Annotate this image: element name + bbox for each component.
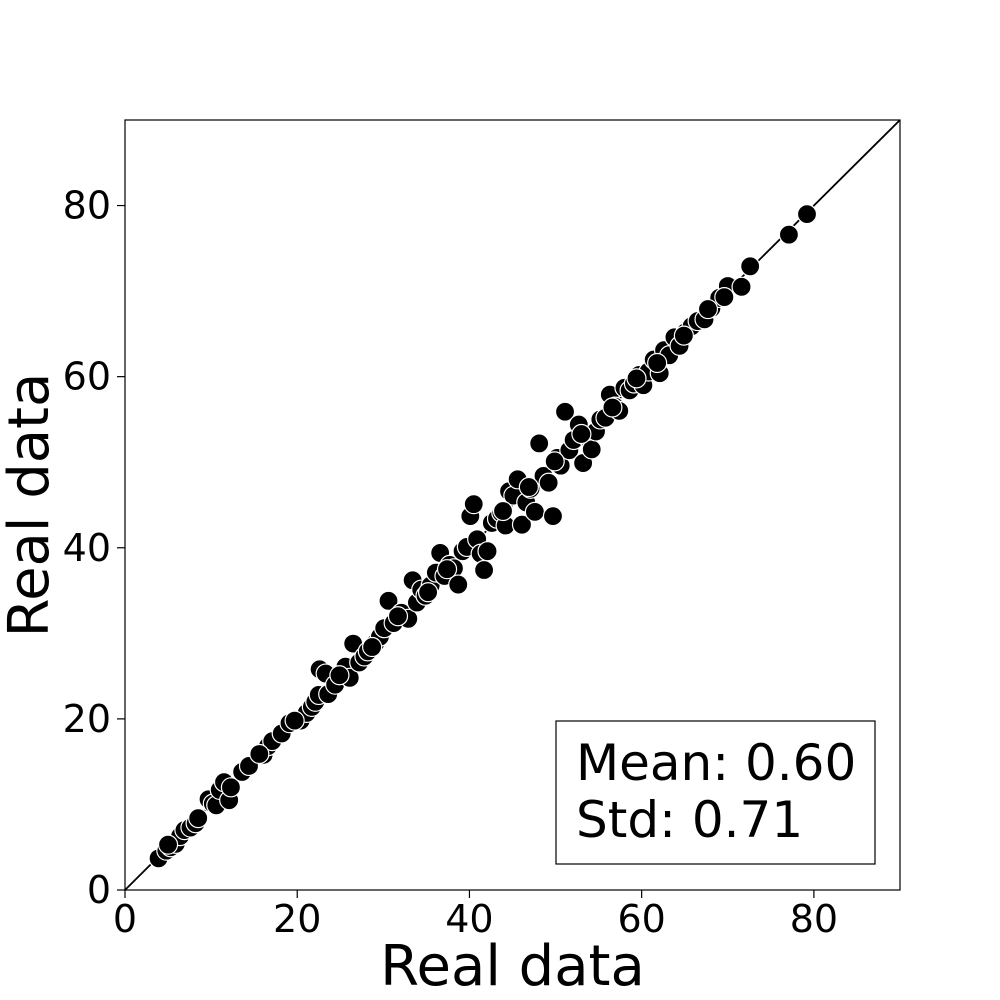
y-tick-label: 0 xyxy=(87,868,111,912)
data-point xyxy=(524,501,545,522)
y-tick-label: 20 xyxy=(63,697,111,741)
x-tick-label: 0 xyxy=(113,897,137,941)
data-point xyxy=(602,397,623,418)
data-point xyxy=(796,204,818,225)
data-point xyxy=(418,582,439,603)
data-point xyxy=(740,256,761,277)
stats-box-frame xyxy=(555,720,876,865)
data-point xyxy=(647,352,668,374)
data-point xyxy=(673,325,694,346)
x-tick-label: 40 xyxy=(445,897,493,941)
data-point xyxy=(626,368,647,389)
y-axis-title: Real data xyxy=(0,373,62,638)
data-point xyxy=(220,777,242,798)
data-point xyxy=(249,743,270,765)
data-point xyxy=(477,541,498,562)
data-point xyxy=(554,401,576,422)
stats-box: Mean: 0.60 Std: 0.71 xyxy=(555,720,876,865)
data-point xyxy=(284,710,305,731)
data-point xyxy=(436,559,458,580)
data-point xyxy=(473,559,495,581)
data-point xyxy=(697,298,719,320)
data-point xyxy=(157,834,179,855)
y-tick-label: 80 xyxy=(63,184,111,228)
data-point xyxy=(492,500,514,522)
x-tick-label: 60 xyxy=(617,897,665,941)
data-point xyxy=(529,433,550,454)
x-tick-label: 80 xyxy=(790,897,838,941)
data-point xyxy=(544,451,565,472)
data-point xyxy=(714,287,735,308)
data-point xyxy=(731,276,752,297)
y-tick-label: 40 xyxy=(63,526,111,570)
data-point xyxy=(463,494,484,515)
data-point xyxy=(538,472,559,493)
data-point xyxy=(511,514,533,535)
stats-mean-text: Mean: 0.60 xyxy=(576,734,856,792)
data-point xyxy=(571,423,592,445)
stats-std-text: Std: 0.71 xyxy=(576,791,803,849)
data-point xyxy=(329,665,350,686)
data-point xyxy=(542,506,564,527)
data-point xyxy=(448,574,469,595)
x-axis-title: Real data xyxy=(380,934,645,999)
data-point xyxy=(188,808,209,829)
data-point xyxy=(362,636,383,658)
y-tick-label: 60 xyxy=(63,355,111,399)
plot-frame xyxy=(124,119,901,891)
data-point xyxy=(387,606,409,627)
x-tick-label: 20 xyxy=(273,897,321,941)
data-point xyxy=(778,224,800,245)
data-point xyxy=(518,476,539,498)
data-point xyxy=(378,590,399,611)
